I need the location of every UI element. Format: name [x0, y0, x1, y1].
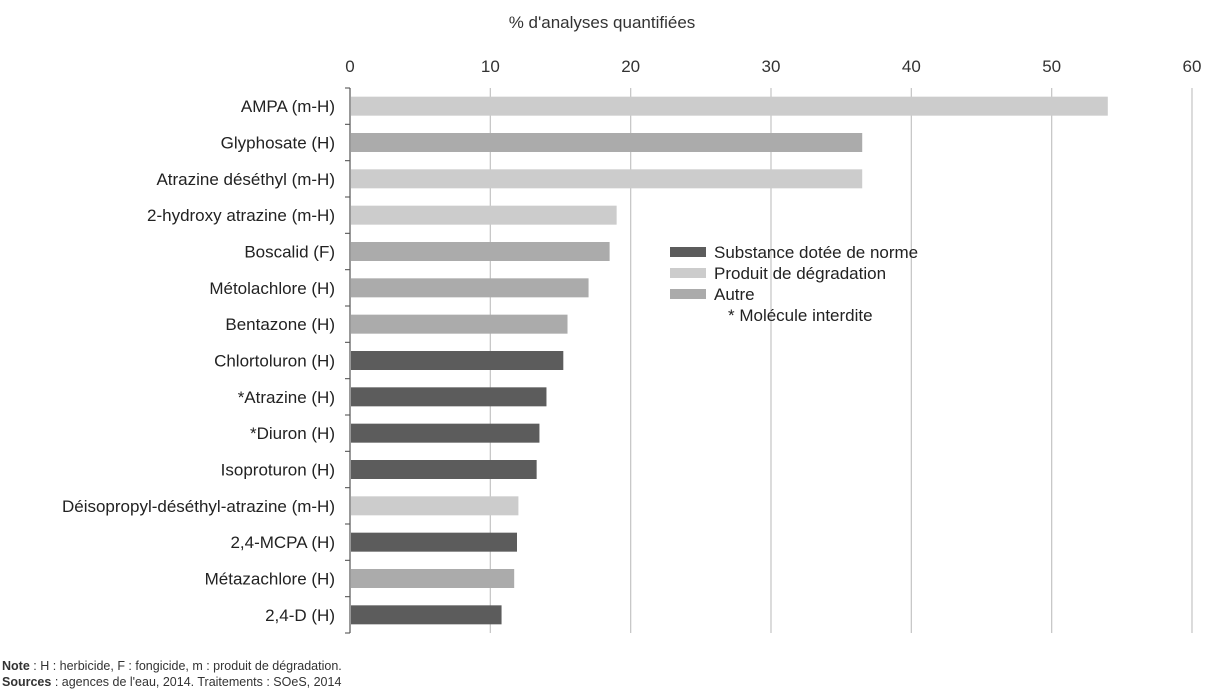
legend-label-autre: Autre: [714, 285, 755, 304]
category-label: 2,4-MCPA (H): [230, 533, 335, 552]
bar: [351, 532, 517, 552]
x-tick-label: 10: [481, 57, 500, 76]
category-label: *Diuron (H): [250, 424, 335, 443]
x-tick-label: 40: [902, 57, 921, 76]
legend: Substance dotée de norme Produit de dégra…: [670, 243, 918, 325]
bar: [351, 278, 589, 298]
bar: [351, 169, 863, 189]
category-label: Chlortoluron (H): [214, 352, 335, 371]
category-label: Isoproturon (H): [221, 461, 335, 480]
x-tick-label: 20: [621, 57, 640, 76]
bar: [351, 96, 1108, 116]
legend-swatch-autre: [670, 289, 706, 299]
bar: [351, 314, 568, 334]
legend-label-note: * Molécule interdite: [728, 306, 873, 325]
legend-swatch-degradation: [670, 268, 706, 278]
y-axis: AMPA (m-H) Glyphosate (H) Atrazine déséthy…: [62, 87, 351, 634]
bar: [351, 133, 863, 152]
sources-label: Sources: [2, 675, 52, 689]
legend-label-degradation: Produit de dégradation: [714, 264, 886, 283]
bar: [351, 496, 519, 516]
x-tick-label: 30: [762, 57, 781, 76]
x-tick-label: 50: [1042, 57, 1061, 76]
category-label: 2,4-D (H): [265, 606, 335, 625]
bar: [351, 460, 537, 479]
bar: [351, 242, 610, 261]
legend-swatch-norme: [670, 247, 706, 257]
category-label: 2-hydroxy atrazine (m-H): [147, 206, 335, 225]
bar: [351, 205, 617, 225]
x-tick-labels: 0 10 20 30 40 50 60: [345, 57, 1201, 76]
note-label: Note: [2, 659, 30, 673]
sources-text: : agences de l'eau, 2014. Traitements : …: [51, 675, 342, 689]
bar: [351, 351, 564, 370]
x-tick-label: 0: [345, 57, 354, 76]
bar: [351, 605, 502, 625]
bar: [351, 387, 547, 407]
note-footnote: Note : H : herbicide, F : fongicide, m :…: [2, 658, 342, 674]
category-label: Atrazine déséthyl (m-H): [156, 170, 335, 189]
legend-label-norme: Substance dotée de norme: [714, 243, 918, 262]
category-label: Métolachlore (H): [209, 279, 335, 298]
category-label: Métazachlore (H): [205, 570, 335, 589]
bars: [351, 96, 1108, 625]
bar: [351, 423, 540, 443]
bar-chart: % d'analyses quantifiées 0 10 20 30 40 50 60 A…: [62, 13, 1201, 634]
category-label: Boscalid (F): [244, 243, 335, 262]
x-axis-title: % d'analyses quantifiées: [509, 13, 696, 32]
category-label: Bentazone (H): [225, 315, 335, 334]
category-label: Glyphosate (H): [221, 134, 335, 153]
category-label: AMPA (m-H): [241, 97, 335, 116]
category-label: Déisopropyl-déséthyl-atrazine (m-H): [62, 497, 335, 516]
note-text: : H : herbicide, F : fongicide, m : prod…: [29, 659, 342, 673]
sources-footnote: Sources : agences de l'eau, 2014. Traite…: [2, 674, 341, 690]
category-label: *Atrazine (H): [238, 388, 335, 407]
x-tick-label: 60: [1183, 57, 1202, 76]
bar: [351, 569, 515, 588]
